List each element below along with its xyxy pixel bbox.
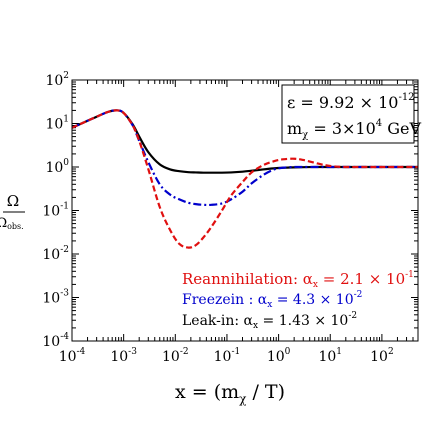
- legend-reannihilation: Reannihilation: αx = 2.1 × 10-1: [182, 270, 414, 290]
- parameter-box-frame: [281, 84, 415, 144]
- curves-layer: [71, 109, 418, 249]
- legend-freezein: Freezein : αx = 4.3 × 10-2: [182, 290, 362, 310]
- x-tick-label: 10-4: [59, 347, 86, 365]
- parameter-box: ε = 9.92 × 10-12 mχ = 3×104 GeV: [281, 84, 421, 144]
- y-tick-label: 10-4: [42, 332, 69, 350]
- y-tick-label: 10-3: [42, 289, 69, 307]
- y-tick-labels: 102 101 100 10-1 10-2 10-3 10-4: [42, 71, 69, 350]
- y-axis-label: Ω Ωobs.: [0, 192, 25, 231]
- mass-value: mχ = 3×104 GeV: [287, 118, 421, 141]
- y-axis-label-numerator: Ω: [7, 192, 19, 210]
- y-axis-label-denominator: Ωobs.: [0, 216, 24, 231]
- x-axis-label-end: / T): [246, 381, 285, 403]
- x-tick-label: 10-1: [214, 347, 241, 365]
- x-tick-label: 101: [318, 347, 342, 365]
- x-tick-label: 10-2: [162, 347, 189, 365]
- plot-frame: [71, 79, 419, 342]
- x-axis-label: x = (mχ / T): [175, 381, 285, 406]
- x-tick-labels: 10-4 10-3 10-2 10-1 100 101 102: [59, 347, 394, 365]
- x-tick-label: 102: [370, 347, 394, 365]
- y-tick-label: 101: [45, 115, 69, 133]
- x-axis-label-main: x = (m: [175, 381, 239, 403]
- y-tick-label: 100: [45, 158, 69, 176]
- x-tick-label: 100: [267, 347, 291, 365]
- series-line-freezein: [71, 109, 418, 207]
- y-tick-label: 10-1: [42, 202, 69, 220]
- x-axis-label-sub: χ: [239, 392, 247, 406]
- y-tick-label: 102: [45, 71, 69, 89]
- y-tick-label: 10-2: [42, 245, 69, 263]
- x-tick-label: 10-3: [110, 347, 137, 365]
- legend-leak-in: Leak-in: αx = 1.43 × 10-2: [182, 311, 357, 331]
- epsilon-value: ε = 9.92 × 10-12: [287, 92, 415, 112]
- legend: Reannihilation: αx = 2.1 × 10-1 Freezein…: [182, 270, 414, 331]
